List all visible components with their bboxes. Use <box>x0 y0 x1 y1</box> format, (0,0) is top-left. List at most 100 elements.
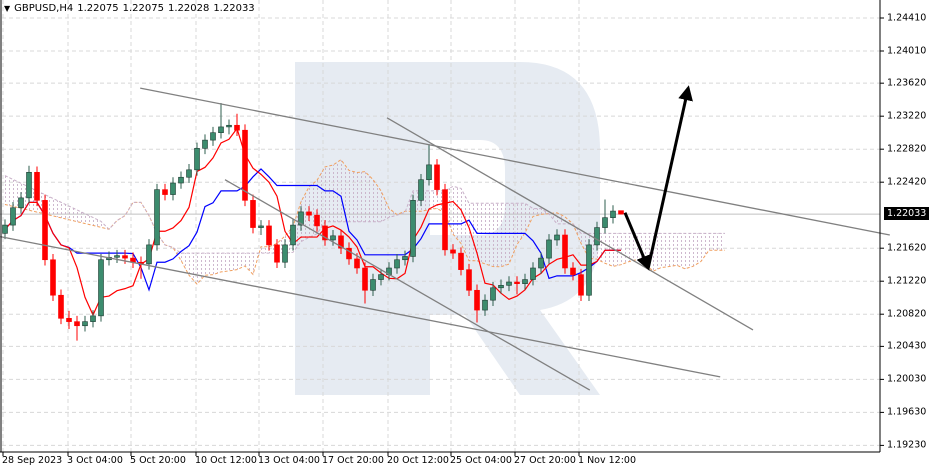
candle-body <box>122 255 128 259</box>
candle <box>90 310 96 328</box>
candle <box>274 239 280 268</box>
x-axis-label: 10 Oct 12:00 <box>195 455 257 466</box>
candle <box>98 253 104 322</box>
candle <box>410 194 416 263</box>
candle <box>210 126 216 146</box>
chart-header: ▼ GBPUSD,H4 1.22075 1.22075 1.22028 1.22… <box>4 3 255 14</box>
watermark-logo <box>295 62 600 395</box>
trendline <box>0 236 721 378</box>
candle-body <box>474 289 480 311</box>
candle <box>306 206 312 221</box>
candle <box>226 119 232 135</box>
candle-body <box>218 126 224 133</box>
candle <box>378 268 384 286</box>
y-axis-label: 1.24410 <box>887 12 927 24</box>
candle-body <box>530 267 536 280</box>
candle-body <box>570 267 576 275</box>
candle-body <box>178 176 184 184</box>
candle-body <box>74 321 80 327</box>
close-value: 1.22033 <box>213 3 255 14</box>
y-axis-label: 1.21620 <box>887 242 927 254</box>
y-axis-label: 1.19230 <box>887 439 927 451</box>
candle <box>570 262 576 281</box>
y-axis-label: 1.22420 <box>887 176 927 188</box>
candle <box>178 171 184 189</box>
x-axis-label: 20 Oct 12:00 <box>387 455 449 466</box>
candle-body <box>362 267 368 291</box>
candle-body <box>82 321 88 327</box>
candle <box>322 220 328 246</box>
candle-body <box>42 200 48 261</box>
candle <box>26 165 32 204</box>
candle-body <box>26 171 32 199</box>
x-axis-label: 1 Nov 12:00 <box>578 455 637 466</box>
candle-body <box>458 252 464 270</box>
candle <box>578 268 584 302</box>
candle <box>338 230 344 254</box>
candle-body <box>234 124 240 131</box>
ichimoku-cloud <box>4 159 726 285</box>
candle <box>162 183 168 201</box>
forecast-arrow <box>646 85 693 269</box>
candle-body <box>274 244 280 263</box>
forecast-arrow <box>623 212 651 271</box>
candle-body <box>250 200 256 228</box>
candle-body <box>426 164 432 181</box>
trendline <box>224 179 591 391</box>
candle <box>506 276 512 292</box>
candle <box>370 273 376 297</box>
x-axis-label: 5 Oct 20:00 <box>130 455 186 466</box>
candle-body <box>34 171 40 201</box>
y-axis-label: 1.24010 <box>887 45 927 57</box>
candle <box>202 134 208 155</box>
candle-body <box>50 259 56 296</box>
candle <box>298 206 304 231</box>
candle-body <box>370 279 376 291</box>
current-price-label: 1.22033 <box>884 207 930 221</box>
candle <box>18 192 24 214</box>
candle <box>442 183 448 256</box>
candle <box>250 194 256 234</box>
y-axis-label: 1.23620 <box>887 77 927 89</box>
candle-body <box>154 189 160 246</box>
candle-body <box>466 269 472 291</box>
candle <box>362 262 368 304</box>
dropdown-triangle-icon[interactable]: ▼ <box>4 4 11 13</box>
candle-body <box>434 164 440 190</box>
candle-body <box>490 287 496 301</box>
candle <box>218 102 224 139</box>
candle <box>490 282 496 306</box>
candle <box>394 253 400 274</box>
candle-body <box>330 235 336 241</box>
candle-body <box>554 234 560 241</box>
candle-body <box>66 318 72 322</box>
candle-body <box>482 299 488 311</box>
candle-body <box>210 132 216 141</box>
candle-body <box>514 281 520 284</box>
candle <box>42 194 48 266</box>
candle-body <box>618 210 624 215</box>
y-axis-label: 1.21220 <box>887 275 927 287</box>
candle-body <box>586 244 592 296</box>
candle-body <box>338 235 344 249</box>
candle-body <box>114 255 120 258</box>
watermark-r-shape <box>295 62 600 395</box>
candle-body <box>394 259 400 269</box>
candle-body <box>258 225 264 228</box>
candle-body <box>402 256 408 261</box>
candle <box>434 159 440 196</box>
candle <box>538 252 544 274</box>
candle <box>482 294 488 316</box>
candle <box>458 247 464 276</box>
candle <box>530 262 536 286</box>
candle-body <box>322 225 328 241</box>
x-axis-label: 27 Oct 20:00 <box>514 455 576 466</box>
candle <box>418 173 424 207</box>
candle-body <box>602 217 608 228</box>
candle <box>314 209 320 232</box>
y-axis-label: 1.20820 <box>887 308 927 320</box>
candle <box>266 220 272 251</box>
candle <box>610 205 616 224</box>
candle <box>554 229 560 246</box>
